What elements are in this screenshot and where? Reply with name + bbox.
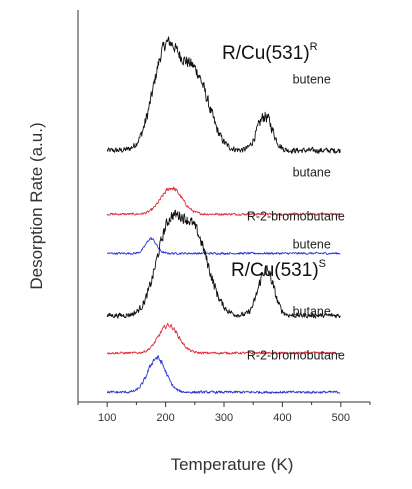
panel-title-r: R/Cu(531)R — [222, 41, 318, 64]
panel-title-r-text: R/Cu(531) — [222, 43, 310, 64]
trace-r-butene — [106, 36, 341, 154]
x-axis-ticks — [77, 402, 371, 407]
series-labels: butene butane R-2-bromobutane butene butane R… — [247, 73, 345, 363]
trace-s-butane — [106, 322, 341, 355]
trace-r-r-2-bromobutane — [106, 237, 341, 255]
panel-title-s-text: R/Cu(531) — [231, 260, 319, 281]
x-tick-label: 200 — [156, 412, 174, 424]
series-label-r-r-2-bromobutane: R-2-bromobutane — [247, 210, 345, 224]
x-tick-label: 300 — [215, 412, 233, 424]
x-tick-label: 400 — [273, 412, 291, 424]
panel-title-r-superscript: R — [310, 41, 318, 53]
panel-title-s-superscript: S — [319, 258, 326, 270]
series-label-s-butane: butane — [293, 304, 331, 318]
y-axis-label: Desorption Rate (a.u.) — [27, 122, 46, 289]
trace-r-butane — [106, 186, 341, 216]
trace-s-r-2-bromobutane — [106, 355, 341, 395]
x-axis-label: Temperature (K) — [171, 455, 294, 474]
x-tick-label: 500 — [332, 412, 350, 424]
panel-title-s: R/Cu(531)S — [231, 258, 326, 281]
x-tick-label: 100 — [98, 412, 116, 424]
series-label-s-r-2-bromobutane: R-2-bromobutane — [247, 349, 345, 363]
x-tick-labels: 100 200 300 400 500 — [98, 412, 350, 424]
series-label-s-butene: butene — [293, 237, 331, 251]
series-label-r-butene: butene — [293, 73, 331, 87]
trace-s-butene — [106, 209, 341, 319]
series-label-r-butane: butane — [293, 166, 331, 180]
series-traces — [106, 36, 341, 395]
